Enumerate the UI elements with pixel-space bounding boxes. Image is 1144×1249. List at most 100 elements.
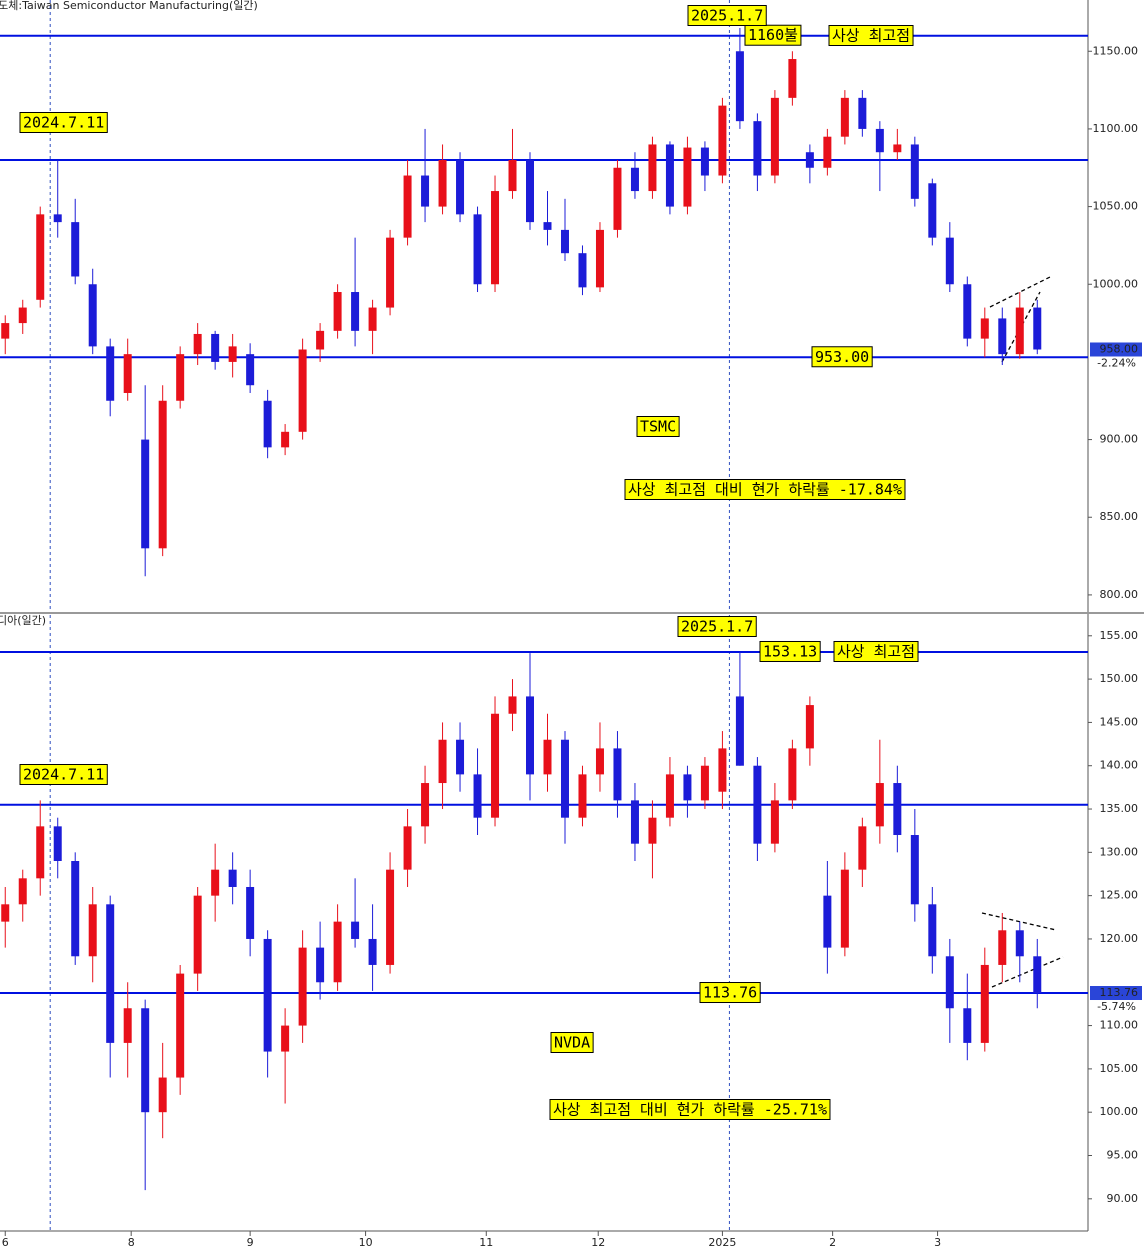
last-price-label: 958.00	[1100, 342, 1139, 355]
y-tick-label: 100.00	[1100, 1105, 1139, 1118]
y-tick-label: 140.00	[1100, 759, 1139, 772]
annotation-box	[699, 982, 761, 1004]
candle-body	[333, 921, 342, 983]
candle-body	[106, 904, 115, 1043]
candle-body	[211, 333, 220, 362]
candle-body	[980, 964, 989, 1043]
candle-body	[928, 904, 937, 957]
candle-body	[403, 826, 412, 870]
candle-body	[753, 121, 762, 176]
candle-body	[176, 973, 185, 1078]
candle-body	[88, 284, 97, 347]
candle-body	[945, 237, 954, 285]
y-tick-label: 95.00	[1107, 1149, 1139, 1162]
candle-body	[630, 800, 639, 844]
y-tick-label: 1100.00	[1093, 122, 1139, 135]
candle-body	[403, 175, 412, 238]
candle-body	[648, 144, 657, 192]
candle-body	[928, 183, 937, 238]
candle-body	[858, 826, 867, 870]
annotation-text: 사상 최고점 대비 현가 하락률 -17.84%	[628, 481, 902, 499]
x-tick-label: 8	[128, 1236, 135, 1249]
x-tick-label: 12	[591, 1236, 605, 1249]
candle-body	[578, 253, 587, 288]
candle-body	[298, 947, 307, 1026]
trend-line	[1001, 291, 1041, 363]
annotation-box	[550, 1032, 594, 1053]
x-tick-label: 6	[2, 1236, 9, 1249]
candle-body	[893, 144, 902, 153]
candle-body	[473, 214, 482, 285]
candle-body	[1033, 307, 1042, 350]
candle-body	[805, 152, 814, 168]
annotation-box	[828, 25, 914, 46]
candle-body	[735, 51, 744, 122]
x-tick-label: 2	[829, 1236, 836, 1249]
candle-body	[788, 748, 797, 801]
last-price-label: 113.76	[1100, 986, 1139, 999]
candle-body	[263, 400, 272, 448]
candle-body	[193, 895, 202, 974]
y-tick-label: 130.00	[1100, 845, 1139, 858]
candle-body	[963, 284, 972, 339]
annotation-text: 153.13	[763, 642, 817, 660]
candle-body	[648, 817, 657, 844]
candle-body	[88, 904, 97, 957]
trend-line	[989, 275, 1053, 308]
candle-body	[438, 739, 447, 784]
candle-body	[36, 826, 45, 879]
candle-body	[683, 774, 692, 801]
candle-body	[840, 97, 849, 137]
y-tick-label: 110.00	[1100, 1019, 1139, 1032]
annotation-text: 2025.1.7	[681, 618, 753, 636]
candle-body	[613, 167, 622, 230]
candle-body	[491, 713, 500, 818]
annotation-text: 113.76	[703, 984, 757, 1002]
candle-body	[910, 144, 919, 199]
annotation-text: TSMC	[640, 418, 676, 436]
candle-body	[858, 97, 867, 129]
candle-body	[333, 292, 342, 331]
candle-body	[998, 318, 1007, 355]
candle-body	[176, 354, 185, 401]
trend-line	[991, 956, 1064, 988]
annotation-text: 사상 최고점	[832, 27, 910, 45]
x-tick-label: 11	[479, 1236, 493, 1249]
candle-body	[595, 229, 604, 288]
candle-body	[386, 237, 395, 308]
candle-body	[158, 400, 167, 549]
candle-body	[386, 869, 395, 965]
candle-body	[630, 167, 639, 192]
candle-body	[875, 128, 884, 153]
triangle-pattern	[981, 275, 1064, 988]
candle-body	[1, 904, 10, 922]
candle-body	[595, 748, 604, 775]
change-label: -2.24%	[1097, 356, 1136, 369]
candle-body	[123, 354, 132, 393]
candle-body	[351, 921, 360, 939]
panel-title: 디아(일간)	[0, 613, 46, 627]
x-tick-label: 10	[359, 1236, 373, 1249]
y-tick-label: 125.00	[1100, 889, 1139, 902]
candle-body	[53, 826, 62, 861]
candle-body	[106, 346, 115, 401]
candle-body	[700, 147, 709, 176]
annotation-text: 사상 최고점 대비 현가 하락률 -25.71%	[553, 1101, 827, 1119]
candle-body	[543, 222, 552, 230]
candle-body	[158, 1077, 167, 1113]
candle-body	[36, 214, 45, 300]
candle-body	[770, 97, 779, 176]
candle-body	[228, 346, 237, 362]
candle-body	[753, 765, 762, 844]
annotation-text: 1160불	[748, 26, 798, 44]
y-tick-label: 90.00	[1107, 1192, 1139, 1205]
annotation-box	[624, 479, 906, 500]
candle-body	[945, 956, 954, 1009]
candle-body	[543, 739, 552, 775]
candle-body	[193, 333, 202, 355]
last-price-box	[1090, 986, 1142, 1001]
candle-body	[421, 783, 430, 827]
candle-body	[963, 1008, 972, 1043]
